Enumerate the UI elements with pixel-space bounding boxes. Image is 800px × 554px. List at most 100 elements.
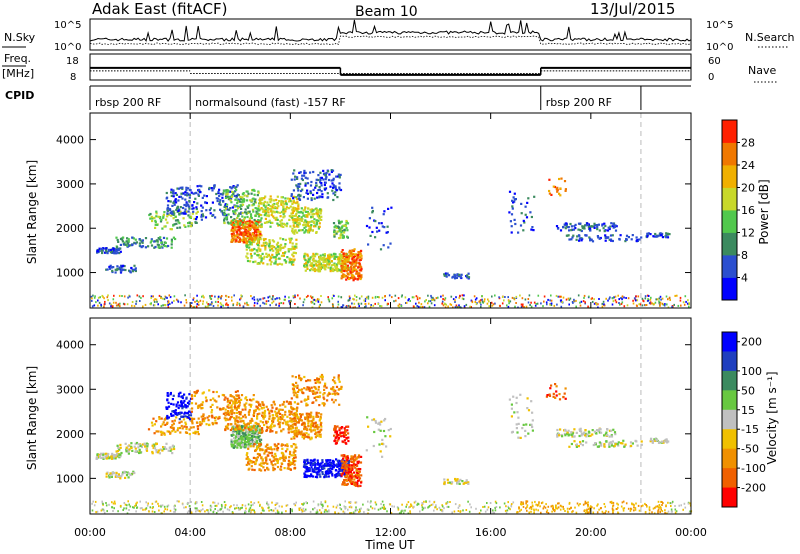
- scatter-cell: [276, 241, 280, 244]
- scatter-cell: [223, 398, 226, 401]
- scatter-cell: [258, 438, 261, 441]
- scatter-cell: [284, 421, 287, 424]
- scatter-cell: [350, 255, 354, 258]
- scatter-cell: [167, 200, 170, 203]
- scatter-cell: [323, 260, 326, 263]
- scatter-cell: [220, 303, 223, 306]
- scatter-cell: [250, 254, 253, 258]
- scatter-cell: [295, 412, 298, 415]
- scatter-cell: [262, 242, 265, 245]
- scatter-cell: [284, 210, 287, 213]
- scatter-cell: [246, 303, 248, 306]
- scatter-cell: [337, 262, 340, 265]
- scatter-cell: [254, 443, 258, 446]
- scatter-cell: [327, 254, 330, 257]
- scatter-cell: [289, 259, 292, 262]
- scatter-cell: [139, 444, 142, 447]
- scatter-cell: [238, 218, 241, 221]
- scatter-cell: [297, 421, 300, 424]
- scatter-cell: [222, 412, 225, 415]
- scatter-cell: [185, 396, 188, 399]
- scatter-cell: [456, 274, 459, 277]
- scatter-cell: [229, 394, 232, 397]
- scatter-cell: [523, 306, 525, 308]
- scatter-cell: [194, 432, 197, 435]
- scatter-cell: [256, 250, 259, 253]
- scatter-cell: [304, 258, 307, 262]
- scatter-cell: [250, 430, 253, 433]
- scatter-cell: [273, 417, 276, 420]
- scatter-cell: [249, 224, 252, 227]
- scatter-cell: [355, 258, 358, 261]
- scatter-cell: [317, 430, 320, 433]
- scatter-cell: [519, 294, 521, 297]
- scatter-cell: [190, 410, 193, 413]
- scatter-cell: [231, 237, 234, 240]
- scatter-cell: [304, 417, 307, 421]
- scatter-cell: [119, 237, 123, 241]
- scatter-cell: [567, 226, 570, 229]
- scatter-cell: [233, 238, 236, 241]
- scatter-cell: [283, 259, 286, 262]
- scatter-cell: [317, 470, 320, 473]
- scatter-cell: [236, 215, 240, 218]
- scatter-cell: [248, 217, 251, 220]
- scatter-cell: [263, 221, 267, 224]
- scatter-cell: [120, 451, 123, 455]
- scatter-cell: [184, 191, 187, 194]
- scatter-cell: [247, 439, 250, 442]
- scatter-cell: [371, 211, 374, 214]
- scatter-cell: [263, 210, 267, 213]
- scatter-cell: [167, 244, 170, 248]
- scatter-cell: [319, 435, 322, 438]
- scatter-cell: [210, 411, 213, 414]
- scatter-cell: [636, 299, 639, 302]
- scatter-cell: [313, 426, 316, 429]
- scatter-cell: [166, 392, 169, 395]
- scatter-cell: [268, 410, 271, 413]
- scatter-cell: [209, 405, 212, 409]
- scatter-cell: [235, 406, 238, 409]
- scatter-cell: [240, 201, 243, 204]
- scatter-cell: [289, 205, 292, 208]
- scatter-cell: [112, 455, 115, 458]
- scatter-cell: [156, 300, 158, 303]
- scatter-cell: [194, 192, 197, 195]
- scatter-cell: [679, 296, 682, 299]
- scatter-cell: [631, 234, 634, 237]
- scatter-cell: [256, 426, 259, 429]
- scatter-cell: [300, 419, 303, 422]
- scatter-cell: [317, 178, 320, 182]
- scatter-cell: [293, 214, 296, 218]
- scatter-cell: [324, 472, 327, 475]
- scatter-cell: [264, 208, 267, 212]
- scatter-cell: [224, 411, 227, 414]
- scatter-cell: [685, 300, 687, 303]
- scatter-cell: [217, 300, 219, 303]
- scatter-cell: [295, 432, 298, 435]
- scatter-cell: [310, 386, 313, 389]
- scatter-cell: [334, 475, 337, 478]
- scatter-cell: [330, 462, 333, 465]
- scatter-cell: [200, 204, 203, 207]
- scatter-cell: [265, 303, 268, 305]
- scatter-cell: [311, 422, 314, 425]
- scatter-cell: [238, 212, 241, 215]
- scatter-cell: [184, 404, 188, 407]
- scatter-cell: [231, 235, 234, 238]
- scatter-cell: [328, 263, 331, 266]
- scatter-cell: [611, 303, 614, 306]
- scatter-cell: [303, 226, 306, 230]
- scatter-cell: [243, 231, 246, 234]
- scatter-cell: [559, 295, 561, 298]
- scatter-cell: [250, 417, 253, 420]
- scatter-cell: [437, 296, 439, 299]
- scatter-cell: [270, 426, 273, 429]
- scatter-cell: [221, 393, 224, 397]
- scatter-cell: [119, 475, 122, 478]
- scatter-cell: [205, 201, 208, 205]
- scatter-cell: [612, 300, 615, 303]
- scatter-cell: [400, 305, 403, 307]
- scatter-cell: [249, 445, 252, 448]
- scatter-cell: [308, 213, 311, 216]
